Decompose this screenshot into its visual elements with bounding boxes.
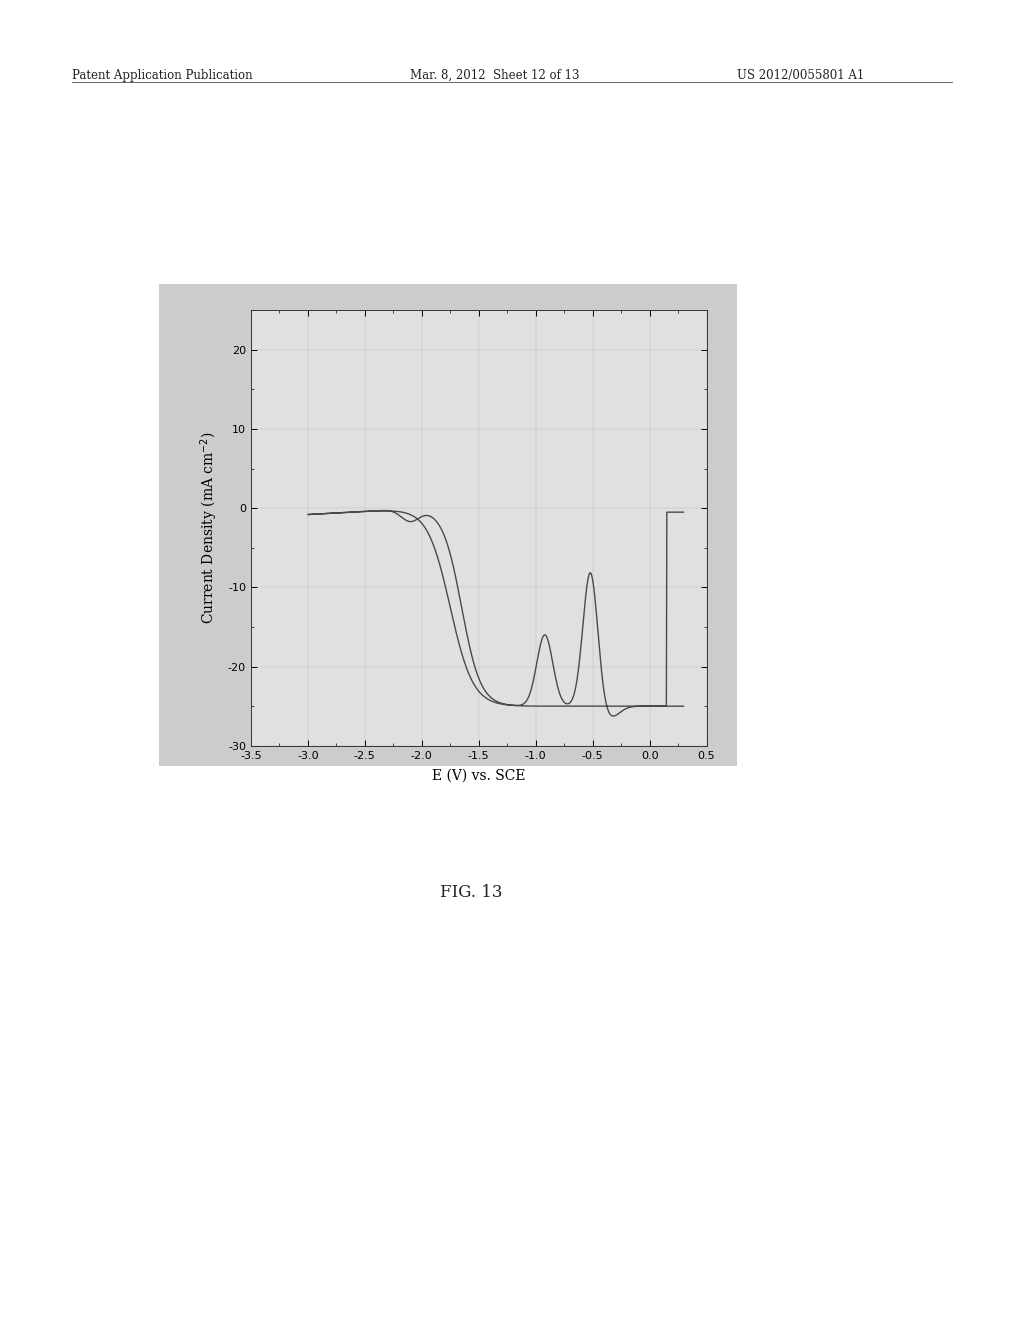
Text: Patent Application Publication: Patent Application Publication bbox=[72, 69, 252, 82]
Text: US 2012/0055801 A1: US 2012/0055801 A1 bbox=[737, 69, 864, 82]
Text: Mar. 8, 2012  Sheet 12 of 13: Mar. 8, 2012 Sheet 12 of 13 bbox=[410, 69, 580, 82]
Text: FIG. 13: FIG. 13 bbox=[439, 884, 503, 902]
X-axis label: E (V) vs. SCE: E (V) vs. SCE bbox=[432, 770, 525, 783]
Y-axis label: Current Density (mA cm$^{-2}$): Current Density (mA cm$^{-2}$) bbox=[198, 432, 219, 624]
